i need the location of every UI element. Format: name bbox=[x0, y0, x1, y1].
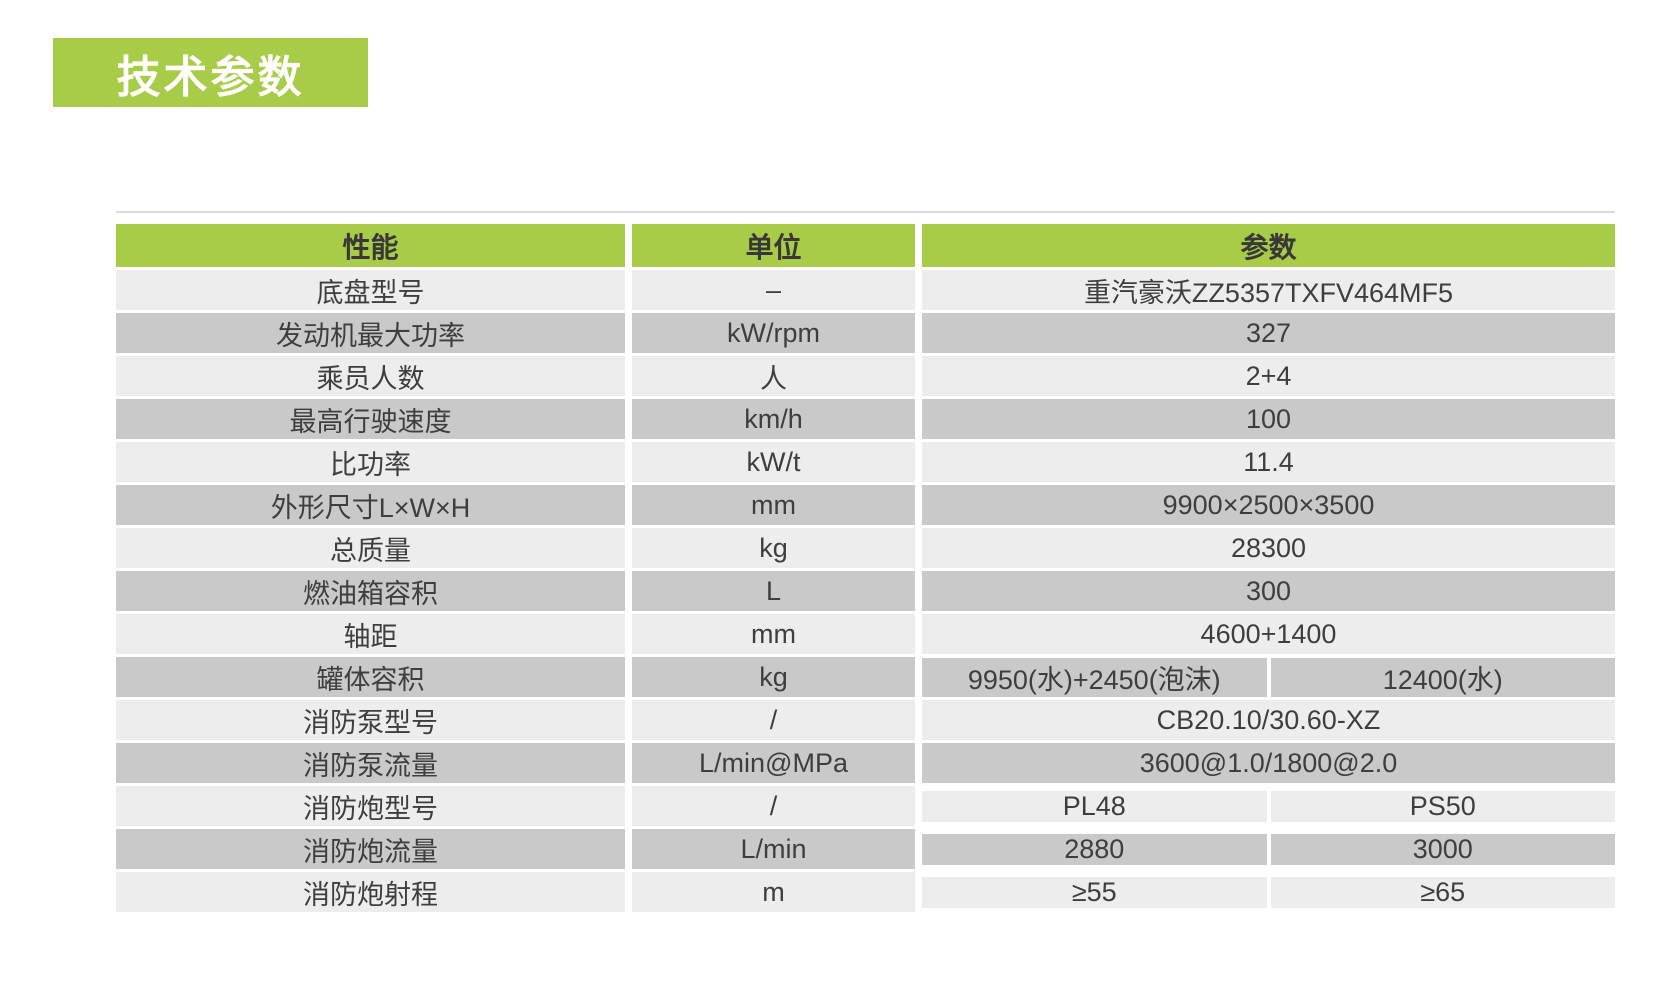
header-unit: 单位 bbox=[632, 224, 915, 267]
spec-name: 总质量 bbox=[116, 528, 625, 568]
spec-value-split: 2880 3000 bbox=[922, 829, 1615, 869]
header-parameter: 参数 bbox=[922, 224, 1615, 267]
table-top-divider bbox=[116, 211, 1615, 213]
spec-value-left: 2880 bbox=[922, 833, 1267, 865]
spec-unit: m bbox=[632, 872, 915, 912]
spec-value-split: 9950(水)+2450(泡沫) 12400(水) bbox=[922, 657, 1615, 697]
table-row: 消防炮射程 m ≥55 ≥65 bbox=[116, 872, 1615, 912]
spec-unit: L/min bbox=[632, 829, 915, 869]
spec-name: 消防泵型号 bbox=[116, 700, 625, 740]
table-row: 总质量 kg 28300 bbox=[116, 528, 1615, 568]
spec-name: 罐体容积 bbox=[116, 657, 625, 697]
table-header-row: 性能 单位 参数 bbox=[116, 224, 1615, 267]
spec-value: 28300 bbox=[922, 528, 1615, 568]
spec-name: 外形尺寸L×W×H bbox=[116, 485, 625, 525]
spec-unit: 人 bbox=[632, 356, 915, 396]
spec-unit: mm bbox=[632, 485, 915, 525]
table-row: 乘员人数 人 2+4 bbox=[116, 356, 1615, 396]
spec-unit: L/min@MPa bbox=[632, 743, 915, 783]
spec-unit: / bbox=[632, 700, 915, 740]
table-row: 消防泵型号 / CB20.10/30.60-XZ bbox=[116, 700, 1615, 740]
spec-name: 消防炮型号 bbox=[116, 786, 625, 826]
spec-value: 300 bbox=[922, 571, 1615, 611]
header-performance: 性能 bbox=[116, 224, 625, 267]
spec-unit: – bbox=[632, 270, 915, 310]
spec-value-right: 3000 bbox=[1270, 833, 1615, 865]
spec-value-left: PL48 bbox=[922, 790, 1267, 822]
table-row: 最高行驶速度 km/h 100 bbox=[116, 399, 1615, 439]
table-row: 罐体容积 kg 9950(水)+2450(泡沫) 12400(水) bbox=[116, 657, 1615, 697]
spec-value: 4600+1400 bbox=[922, 614, 1615, 654]
spec-unit: kg bbox=[632, 528, 915, 568]
table-row: 外形尺寸L×W×H mm 9900×2500×3500 bbox=[116, 485, 1615, 525]
table-row: 消防炮流量 L/min 2880 3000 bbox=[116, 829, 1615, 869]
spec-name: 最高行驶速度 bbox=[116, 399, 625, 439]
spec-unit: mm bbox=[632, 614, 915, 654]
spec-value: 2+4 bbox=[922, 356, 1615, 396]
spec-name: 消防炮流量 bbox=[116, 829, 625, 869]
spec-value: 327 bbox=[922, 313, 1615, 353]
table-row: 燃油箱容积 L 300 bbox=[116, 571, 1615, 611]
table-row: 消防炮型号 / PL48 PS50 bbox=[116, 786, 1615, 826]
spec-unit: L bbox=[632, 571, 915, 611]
spec-value: 100 bbox=[922, 399, 1615, 439]
spec-value: 3600@1.0/1800@2.0 bbox=[922, 743, 1615, 783]
spec-table: 性能 单位 参数 底盘型号 – 重汽豪沃ZZ5357TXFV464MF5 发动机… bbox=[116, 211, 1615, 915]
spec-value: 11.4 bbox=[922, 442, 1615, 482]
spec-name: 轴距 bbox=[116, 614, 625, 654]
spec-unit: kW/rpm bbox=[632, 313, 915, 353]
spec-unit: kW/t bbox=[632, 442, 915, 482]
spec-name: 消防炮射程 bbox=[116, 872, 625, 912]
spec-unit: km/h bbox=[632, 399, 915, 439]
spec-name: 消防泵流量 bbox=[116, 743, 625, 783]
table-row: 比功率 kW/t 11.4 bbox=[116, 442, 1615, 482]
spec-name: 底盘型号 bbox=[116, 270, 625, 310]
spec-value-right: 12400(水) bbox=[1270, 657, 1615, 697]
table-row: 消防泵流量 L/min@MPa 3600@1.0/1800@2.0 bbox=[116, 743, 1615, 783]
spec-value: 9900×2500×3500 bbox=[922, 485, 1615, 525]
spec-name: 燃油箱容积 bbox=[116, 571, 625, 611]
spec-unit: / bbox=[632, 786, 915, 826]
spec-value-left: ≥55 bbox=[922, 876, 1267, 908]
spec-value-right: ≥65 bbox=[1270, 876, 1615, 908]
page-title-badge: 技术参数 bbox=[53, 38, 368, 107]
spec-name: 发动机最大功率 bbox=[116, 313, 625, 353]
spec-value: CB20.10/30.60-XZ bbox=[922, 700, 1615, 740]
table-row: 发动机最大功率 kW/rpm 327 bbox=[116, 313, 1615, 353]
spec-value-right: PS50 bbox=[1270, 790, 1615, 822]
spec-unit: kg bbox=[632, 657, 915, 697]
page-title: 技术参数 bbox=[116, 52, 305, 102]
spec-value-split: ≥55 ≥65 bbox=[922, 872, 1615, 912]
table-row: 轴距 mm 4600+1400 bbox=[116, 614, 1615, 654]
spec-name: 乘员人数 bbox=[116, 356, 625, 396]
spec-value-split: PL48 PS50 bbox=[922, 786, 1615, 826]
table-row: 底盘型号 – 重汽豪沃ZZ5357TXFV464MF5 bbox=[116, 270, 1615, 310]
spec-value-left: 9950(水)+2450(泡沫) bbox=[922, 657, 1267, 697]
spec-value: 重汽豪沃ZZ5357TXFV464MF5 bbox=[922, 270, 1615, 310]
spec-name: 比功率 bbox=[116, 442, 625, 482]
